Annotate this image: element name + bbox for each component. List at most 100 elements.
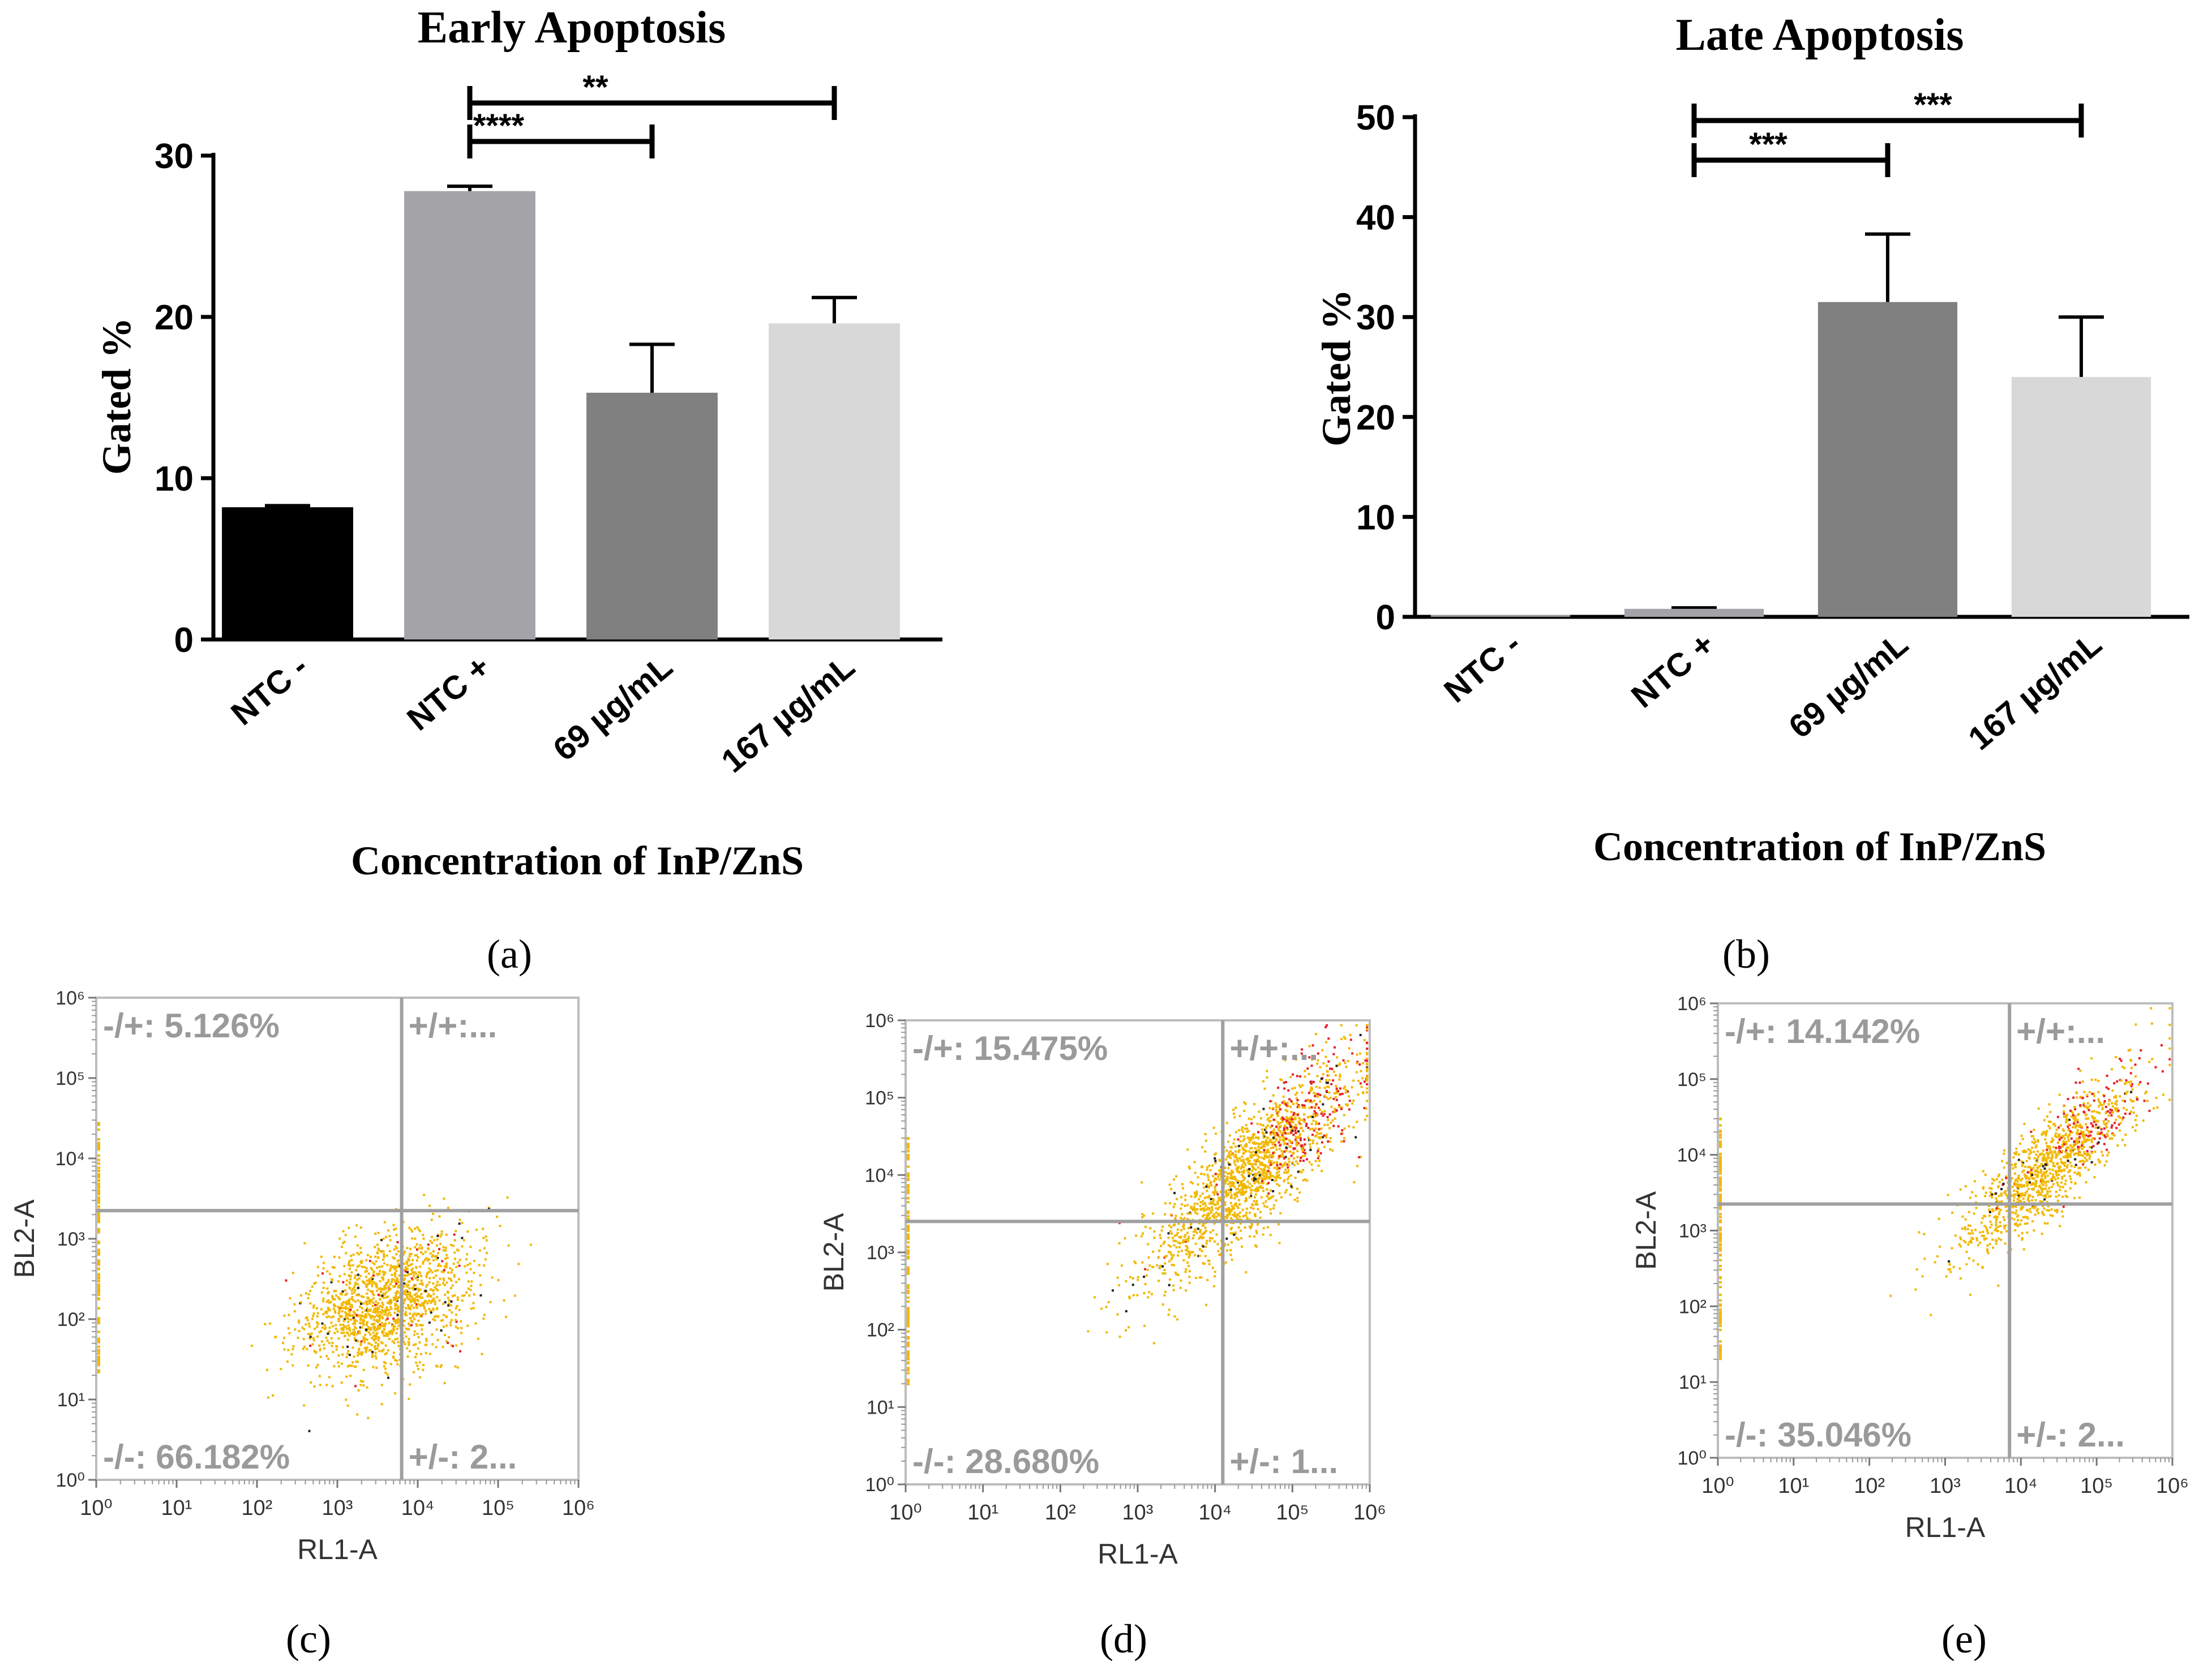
flow-c-event bbox=[344, 1289, 346, 1292]
flow-d-event bbox=[1230, 1209, 1233, 1212]
flow-e-event bbox=[2093, 1099, 2095, 1102]
flow-d-event bbox=[1210, 1212, 1212, 1214]
flow-e-event bbox=[2060, 1169, 2063, 1171]
flow-d-event bbox=[1242, 1176, 1245, 1179]
flow-d-edge-event bbox=[907, 1266, 910, 1269]
flow-c-event bbox=[404, 1298, 406, 1300]
flow-d-event bbox=[1214, 1270, 1216, 1273]
flow-c-event bbox=[378, 1337, 380, 1340]
flow-e-event bbox=[2078, 1137, 2081, 1140]
flow-d-event bbox=[1318, 1132, 1321, 1135]
flow-c-event bbox=[375, 1334, 378, 1337]
flow-d-event bbox=[1264, 1177, 1267, 1180]
flow-d-event bbox=[1211, 1201, 1214, 1204]
flow-c-event bbox=[396, 1337, 399, 1340]
flow-e-event bbox=[2004, 1224, 2007, 1227]
chart-b-y-axis-label: Gated % bbox=[1314, 289, 1359, 447]
flow-d-event bbox=[1238, 1211, 1241, 1214]
flow-d-event bbox=[1335, 1088, 1338, 1091]
flow-d-event bbox=[1291, 1124, 1293, 1127]
flow-e-event bbox=[1971, 1237, 1974, 1240]
flow-e-event bbox=[2069, 1169, 2072, 1172]
flow-d-event bbox=[1301, 1147, 1304, 1150]
flow-e-event bbox=[2055, 1155, 2058, 1158]
flow-d-event bbox=[1203, 1263, 1206, 1265]
flow-d-event bbox=[1213, 1240, 1216, 1243]
flow-d-event bbox=[1281, 1118, 1284, 1121]
flow-c-event bbox=[367, 1328, 370, 1330]
flow-e-event bbox=[2014, 1229, 2017, 1231]
flow-e-event bbox=[2057, 1170, 2060, 1173]
flow-c-event bbox=[455, 1313, 458, 1316]
flow-c-event bbox=[404, 1342, 406, 1345]
flow-d-event bbox=[1289, 1126, 1292, 1128]
flow-d-event bbox=[1317, 1149, 1319, 1152]
flow-c-event bbox=[309, 1290, 312, 1293]
flow-c-event bbox=[448, 1302, 451, 1305]
flow-d-edge-event bbox=[907, 1249, 910, 1252]
flow-c-event bbox=[436, 1252, 439, 1255]
flow-d-event bbox=[1340, 1106, 1343, 1109]
flow-c-event bbox=[438, 1263, 440, 1265]
flow-c-event bbox=[376, 1289, 379, 1292]
flow-e-event bbox=[2107, 1130, 2110, 1132]
flow-c-event bbox=[391, 1340, 394, 1343]
flow-c-event bbox=[449, 1304, 452, 1307]
flow-c-event bbox=[362, 1338, 365, 1341]
flow-d-event bbox=[1176, 1228, 1179, 1231]
flow-d-event bbox=[1269, 1208, 1272, 1211]
flow-c-event bbox=[450, 1300, 453, 1303]
flow-c-event bbox=[340, 1305, 343, 1308]
flow-e-event bbox=[2005, 1175, 2008, 1178]
flow-d-event bbox=[1275, 1132, 1278, 1135]
chart-b-category-label: 167 µg/mL bbox=[1961, 625, 2108, 757]
flow-d-event bbox=[1293, 1087, 1296, 1089]
flow-e-event bbox=[2100, 1104, 2103, 1106]
flow-d-event bbox=[1198, 1255, 1201, 1257]
flow-d-event bbox=[1281, 1101, 1284, 1104]
flow-e-event bbox=[2000, 1188, 2003, 1191]
flow-e-event bbox=[2079, 1123, 2082, 1126]
flow-d-event bbox=[1323, 1110, 1326, 1113]
flow-e-event bbox=[2103, 1143, 2106, 1145]
flow-d-event bbox=[1208, 1208, 1211, 1211]
flow-e-event bbox=[1992, 1179, 1995, 1182]
flow-c-event bbox=[342, 1301, 345, 1304]
flow-c-event bbox=[465, 1291, 468, 1294]
flow-e-event bbox=[1995, 1242, 1997, 1245]
flow-d-event bbox=[1337, 1125, 1340, 1128]
flow-d-event bbox=[1233, 1161, 1236, 1164]
flow-d-event bbox=[1254, 1147, 1257, 1149]
flow-c-event bbox=[430, 1301, 432, 1304]
flow-c-event bbox=[366, 1386, 368, 1389]
flow-c-event bbox=[308, 1333, 311, 1336]
flow-d-event bbox=[1335, 1089, 1338, 1092]
flow-e-event bbox=[1986, 1248, 1989, 1251]
flow-d-event bbox=[1202, 1200, 1204, 1203]
flow-d-event bbox=[1265, 1139, 1268, 1142]
flow-c-event bbox=[394, 1319, 397, 1322]
flow-d-event bbox=[1234, 1164, 1237, 1166]
flow-d-event bbox=[1270, 1154, 1272, 1157]
flow-e-event bbox=[2016, 1219, 2019, 1222]
flow-c-event bbox=[411, 1313, 414, 1316]
flow-c-event bbox=[456, 1305, 458, 1308]
flow-c-event bbox=[411, 1299, 414, 1302]
flow-d-event bbox=[1236, 1192, 1238, 1195]
flow-d-event bbox=[1317, 1059, 1319, 1062]
flow-e-event bbox=[2087, 1153, 2090, 1156]
flow-d-event bbox=[1269, 1197, 1272, 1200]
flow-e-event bbox=[2134, 1023, 2137, 1026]
flow-d-event bbox=[1322, 1062, 1325, 1064]
flow-c-event bbox=[470, 1285, 473, 1287]
flow-d-event bbox=[1258, 1174, 1261, 1177]
flow-c-event bbox=[326, 1287, 329, 1290]
flow-c-event bbox=[340, 1315, 343, 1317]
flow-e-event bbox=[2034, 1170, 2037, 1173]
flow-e-event bbox=[2093, 1137, 2096, 1140]
flow-c-event bbox=[406, 1347, 409, 1350]
flow-d-event bbox=[1275, 1199, 1278, 1202]
flow-d-event bbox=[1280, 1132, 1283, 1135]
flow-d-event bbox=[1327, 1074, 1330, 1077]
flow-c-event bbox=[383, 1221, 386, 1223]
